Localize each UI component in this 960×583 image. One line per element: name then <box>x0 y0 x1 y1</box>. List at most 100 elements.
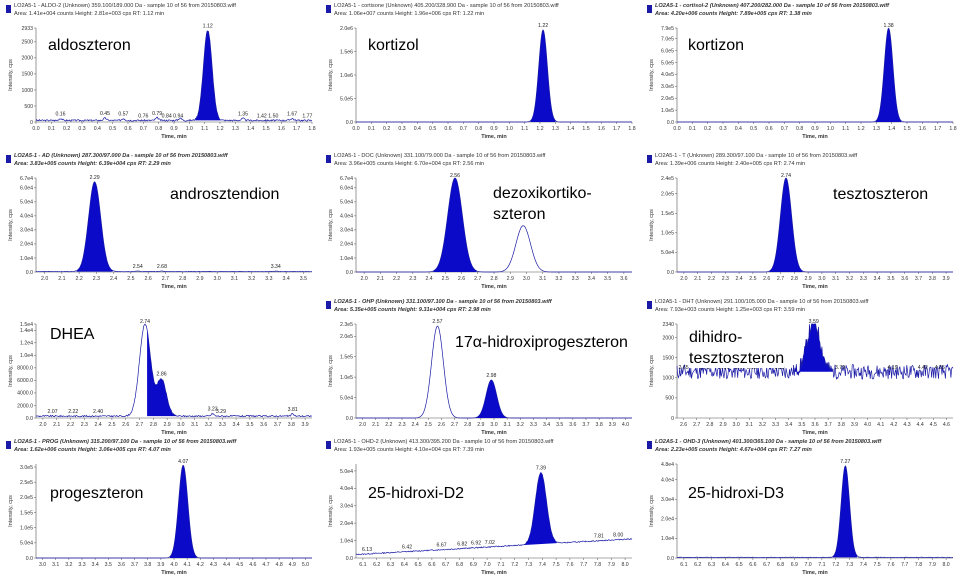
x-tick-label: 3.5 <box>604 276 611 282</box>
y-tick-label: 0.0 <box>346 270 353 276</box>
y-axis-title: Intensity, cps <box>8 495 14 527</box>
y-tick-label: 0.0 <box>667 120 674 126</box>
peak-rt-label: 6.92 <box>471 541 481 547</box>
peak-rt-label: 6.67 <box>437 543 447 549</box>
peak-rt-label: 3.79 <box>835 365 845 371</box>
y-tick-label: 1000 <box>21 88 33 94</box>
peak-rt-label: 1.42 1.50 <box>257 113 279 119</box>
x-tick-label: 6.1 <box>359 562 366 568</box>
chromatogram-svg: 6.7e4 6.0e4 5.0e4 4.0e4 3.0e4 2.0e4 1.0e4 0.0 2.… <box>328 173 632 290</box>
x-tick-label: 3.4 <box>92 562 99 568</box>
x-tick-label: 4.0 <box>170 562 177 568</box>
y-tick-label: 2.0e5 <box>20 495 33 501</box>
x-axis-title: Time, min <box>481 570 507 576</box>
trace-color-icon <box>326 5 331 13</box>
x-tick-label: 1.0 <box>506 126 513 132</box>
x-tick-label: 0.7 <box>781 126 788 132</box>
x-tick-label: 5.0 <box>302 562 309 568</box>
x-tick-label: 3.8 <box>838 422 845 428</box>
y-tick-label: 0 <box>30 120 33 126</box>
y-tick-label: 3.0e4 <box>661 497 674 503</box>
x-tick-label: 6.7 <box>763 562 770 568</box>
x-tick-label: 7.0 <box>483 562 490 568</box>
trace-line <box>677 177 953 273</box>
x-tick-label: 6.2 <box>694 562 701 568</box>
peak-rt-label: 4.07 <box>178 459 188 465</box>
x-tick-label: 0.0 <box>32 126 39 132</box>
y-tick-label: 2.0e4 <box>661 517 674 523</box>
x-tick-label: 3.3 <box>78 562 85 568</box>
peak-rt-label: 3.23 <box>208 407 218 413</box>
x-tick-label: 4.2 <box>197 562 204 568</box>
chromatogram-panel: LO2A5-1 - PROG (Unknown) 315.200/97.100 … <box>2 438 322 583</box>
y-tick-label: 3.0e5 <box>661 84 674 90</box>
x-tick-label: 3.1 <box>504 422 511 428</box>
trace-stats: Area: 3.96e+005 counts Height: 6.70e+004… <box>334 161 485 167</box>
x-tick-label: 1.1 <box>842 126 849 132</box>
x-tick-label: 3.3 <box>860 276 867 282</box>
compound-label: kortizon <box>688 36 745 55</box>
x-tick-label: 6.3 <box>708 562 715 568</box>
x-tick-label: 3.9 <box>942 276 949 282</box>
x-tick-label: 7.5 <box>873 562 880 568</box>
compound-label: tesztoszteron <box>689 349 785 368</box>
y-tick-label: 2.3e5 <box>340 322 353 328</box>
x-tick-label: 2.1 <box>694 276 701 282</box>
x-tick-label: 3.6 <box>260 422 267 428</box>
y-tick-label: 5.0e4 <box>340 395 353 401</box>
peak-rt-label: 2.65 <box>679 365 689 371</box>
trace-color-icon <box>647 155 652 163</box>
y-tick-label: 1.0e5 <box>340 375 353 381</box>
x-tick-label: 3.1 <box>832 276 839 282</box>
trace-line <box>676 323 954 380</box>
y-tick-label: 5.0e4 <box>20 541 33 547</box>
y-tick-label: 6000.0 <box>17 378 33 384</box>
trace-color-icon <box>6 441 11 449</box>
axis-lines <box>676 464 953 559</box>
y-axis-title: Intensity, cps <box>328 59 334 91</box>
peak-area <box>875 28 902 122</box>
x-tick-label: 4.3 <box>210 562 217 568</box>
x-tick-label: 7.9 <box>929 562 936 568</box>
chromatogram-panel: LO2A5-1 - ALDO-2 (Unknown) 359.100/189.0… <box>2 2 322 147</box>
x-tick-label: 2.4 <box>735 276 742 282</box>
trace-color-icon <box>326 301 331 309</box>
y-tick-label: 7.9e5 <box>661 26 674 32</box>
x-axis-title: Time, min <box>481 134 507 140</box>
x-tick-label: 1.2 <box>536 126 543 132</box>
x-tick-label: 1.5 <box>582 126 589 132</box>
x-tick-label: 7.2 <box>832 562 839 568</box>
y-tick-label: 2.0e5 <box>661 191 674 197</box>
x-tick-label: 3.7 <box>131 562 138 568</box>
x-tick-label: 0.2 <box>383 126 390 132</box>
x-tick-label: 4.1 <box>877 422 884 428</box>
x-axis-title: Time, min <box>481 430 507 436</box>
x-tick-label: 2.3 <box>398 422 405 428</box>
y-tick-label: 2000.0 <box>17 403 33 409</box>
trace-stats: Area: 1.06e+007 counts Height: 1.96e+006… <box>334 11 485 17</box>
trace-stats: Area: 3.83e+005 counts Height: 6.39e+004… <box>14 161 171 167</box>
x-tick-label: 1.5 <box>262 126 269 132</box>
compound-label: androsztendion <box>170 185 280 204</box>
peak-rt-label: 6.13 <box>362 547 372 553</box>
y-tick-label: 2340 <box>662 322 674 328</box>
x-tick-label: 6.5 <box>414 562 421 568</box>
x-tick-label: 6.7 <box>442 562 449 568</box>
y-tick-label: 4.0e5 <box>661 72 674 78</box>
x-tick-label: 0.5 <box>429 126 436 132</box>
x-tick-label: 3.3 <box>772 422 779 428</box>
y-tick-label: 4000.0 <box>17 391 33 397</box>
x-tick-label: 2.8 <box>706 422 713 428</box>
x-tick-label: 0.5 <box>109 126 116 132</box>
x-tick-label: 1.6 <box>598 126 605 132</box>
peak-rt-label: 3.59 <box>809 319 819 325</box>
peak-area <box>169 465 197 558</box>
y-tick-label: 3.0e4 <box>340 504 353 510</box>
y-tick-label: 1.0e5 <box>661 108 674 114</box>
peak-rt-label: 6.82 <box>457 541 467 547</box>
peak-rt-label: 0.45 <box>100 111 110 117</box>
peak-rt-label: 2.22 <box>68 409 78 415</box>
y-tick-label: 0.0 <box>26 416 33 422</box>
x-tick-label: 7.1 <box>818 562 825 568</box>
x-tick-label: 0.2 <box>63 126 70 132</box>
